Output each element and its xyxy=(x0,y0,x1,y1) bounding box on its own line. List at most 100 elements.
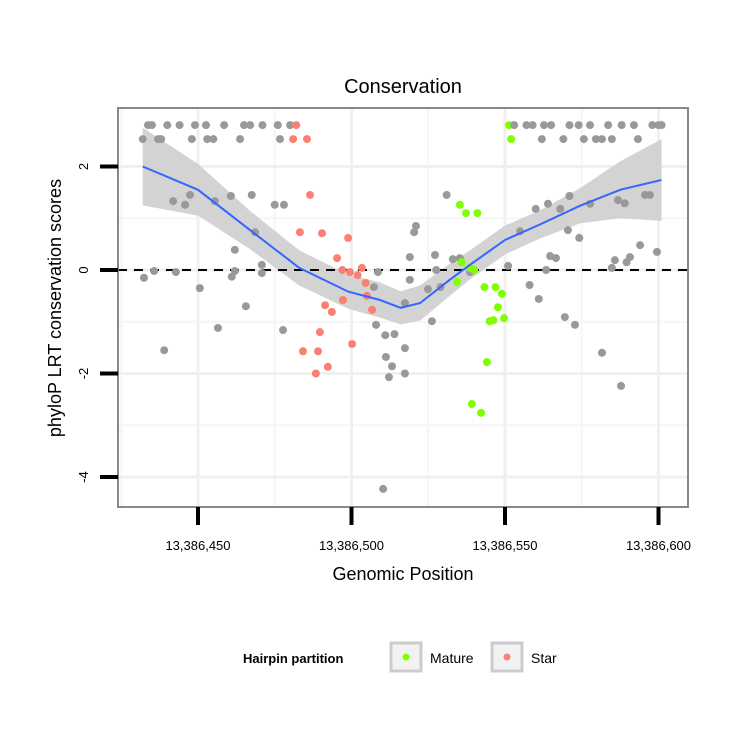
data-point-none xyxy=(575,233,584,242)
data-point-none xyxy=(423,285,432,294)
data-point-none xyxy=(534,294,543,303)
smooth-line xyxy=(142,165,662,309)
data-point-none xyxy=(542,266,551,274)
data-point-none xyxy=(607,263,616,272)
data-point-none xyxy=(388,362,397,371)
data-point-none xyxy=(591,135,600,144)
data-point-mature xyxy=(453,277,462,286)
data-point-none xyxy=(257,269,266,278)
data-point-none xyxy=(273,121,282,130)
data-point-star xyxy=(298,347,307,356)
data-point-none xyxy=(410,228,419,237)
data-point-none xyxy=(400,344,409,353)
data-point-mature xyxy=(500,314,509,323)
data-point-none xyxy=(539,121,548,130)
data-point-star xyxy=(327,307,336,316)
data-point-none xyxy=(190,121,199,130)
data-point-none xyxy=(275,135,284,144)
data-point-none xyxy=(617,121,626,130)
legend: Hairpin partition Mature Star xyxy=(243,641,557,673)
chart-title: Conservation xyxy=(344,76,462,98)
data-point-mature xyxy=(497,289,506,298)
data-point-none xyxy=(617,381,626,390)
data-point-none xyxy=(607,135,616,144)
data-point-none xyxy=(648,121,657,130)
data-point-star xyxy=(368,305,377,314)
data-point-star xyxy=(311,369,320,378)
data-point-mature xyxy=(491,283,500,292)
legend-label-mature: Mature xyxy=(430,650,474,666)
data-point-mature xyxy=(462,209,471,218)
data-point-none xyxy=(645,190,654,199)
data-point-none xyxy=(400,299,409,308)
data-point-none xyxy=(559,135,568,144)
data-point-none xyxy=(246,121,255,130)
data-point-none xyxy=(528,121,537,130)
x-tick-label: 13,386,550 xyxy=(472,538,537,553)
data-point-none xyxy=(504,261,513,270)
data-point-none xyxy=(537,135,546,144)
data-point-mature xyxy=(493,303,502,312)
data-point-none xyxy=(570,320,579,329)
data-point-none xyxy=(240,121,249,130)
data-point-none xyxy=(258,121,267,130)
data-point-none xyxy=(195,284,204,293)
data-point-mature xyxy=(473,209,482,218)
data-point-none xyxy=(442,190,451,199)
data-point-none xyxy=(411,222,420,231)
data-point-none xyxy=(369,283,378,292)
data-point-none xyxy=(427,317,436,326)
data-point-star xyxy=(315,328,324,337)
data-point-none xyxy=(574,121,583,130)
data-point-none xyxy=(384,373,393,382)
data-point-none xyxy=(157,135,166,144)
data-point-none xyxy=(448,255,457,264)
data-point-none xyxy=(150,267,159,276)
data-point-none xyxy=(203,135,212,144)
data-point-none xyxy=(604,121,613,130)
data-point-none xyxy=(163,121,172,130)
data-point-star xyxy=(321,301,330,310)
data-point-none xyxy=(610,256,619,265)
data-point-mature xyxy=(489,316,498,325)
data-point-star xyxy=(344,233,353,242)
data-point-none xyxy=(138,135,147,144)
data-point-star xyxy=(357,263,366,272)
data-point-none xyxy=(139,273,148,282)
data-point-mature xyxy=(477,408,486,417)
legend-title: Hairpin partition xyxy=(243,651,343,666)
data-point-none xyxy=(400,369,409,378)
data-point-none xyxy=(636,241,645,250)
data-point-none xyxy=(236,135,245,144)
data-point-none xyxy=(227,272,236,281)
y-axis-label: phyloP LRT conservation scores xyxy=(45,179,65,437)
data-point-none xyxy=(613,196,622,205)
data-point-star xyxy=(338,296,347,305)
y-tick-label: -2 xyxy=(76,368,91,380)
data-point-none xyxy=(187,135,196,144)
x-tick-label: 13,386,450 xyxy=(165,538,230,553)
data-point-none xyxy=(560,313,569,322)
y-tick-label: 0 xyxy=(76,266,91,273)
data-point-none xyxy=(565,121,574,130)
data-point-none xyxy=(169,197,178,206)
data-point-star xyxy=(361,278,370,287)
data-point-none xyxy=(181,200,190,209)
data-point-none xyxy=(379,484,388,493)
data-point-star xyxy=(314,347,323,356)
data-point-none xyxy=(622,258,631,267)
axis-ticks: 13,386,450 13,386,500 13,386,550 13,386,600… xyxy=(76,163,691,553)
data-point-none xyxy=(563,226,572,235)
data-point-none xyxy=(372,320,381,329)
data-point-none xyxy=(373,268,382,277)
data-point-mature xyxy=(467,400,476,409)
data-point-star xyxy=(333,254,342,263)
data-point-none xyxy=(201,121,210,130)
data-point-none xyxy=(510,121,519,130)
y-tick-label: -4 xyxy=(76,471,91,483)
data-point-star xyxy=(302,135,311,144)
data-point-none xyxy=(390,330,399,339)
data-points xyxy=(138,121,666,493)
